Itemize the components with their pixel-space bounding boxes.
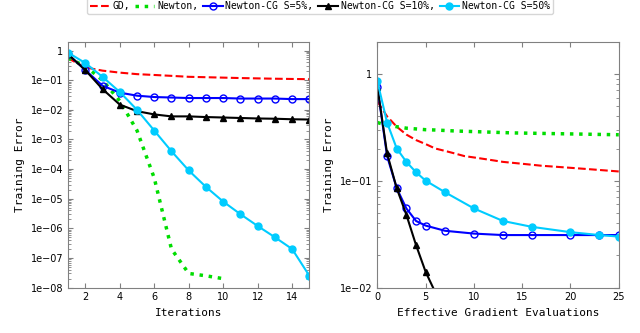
Y-axis label: Training Error: Training Error bbox=[324, 117, 334, 212]
X-axis label: Iterations: Iterations bbox=[155, 308, 223, 318]
Legend: GD,, Newton,, Newton-CG S=5%,, Newton-CG S=10%,, Newton-CG S=50%: GD,, Newton,, Newton-CG S=5%,, Newton-CG… bbox=[87, 0, 553, 14]
Y-axis label: Training Error: Training Error bbox=[15, 117, 25, 212]
X-axis label: Effective Gradient Evaluations: Effective Gradient Evaluations bbox=[397, 308, 599, 318]
